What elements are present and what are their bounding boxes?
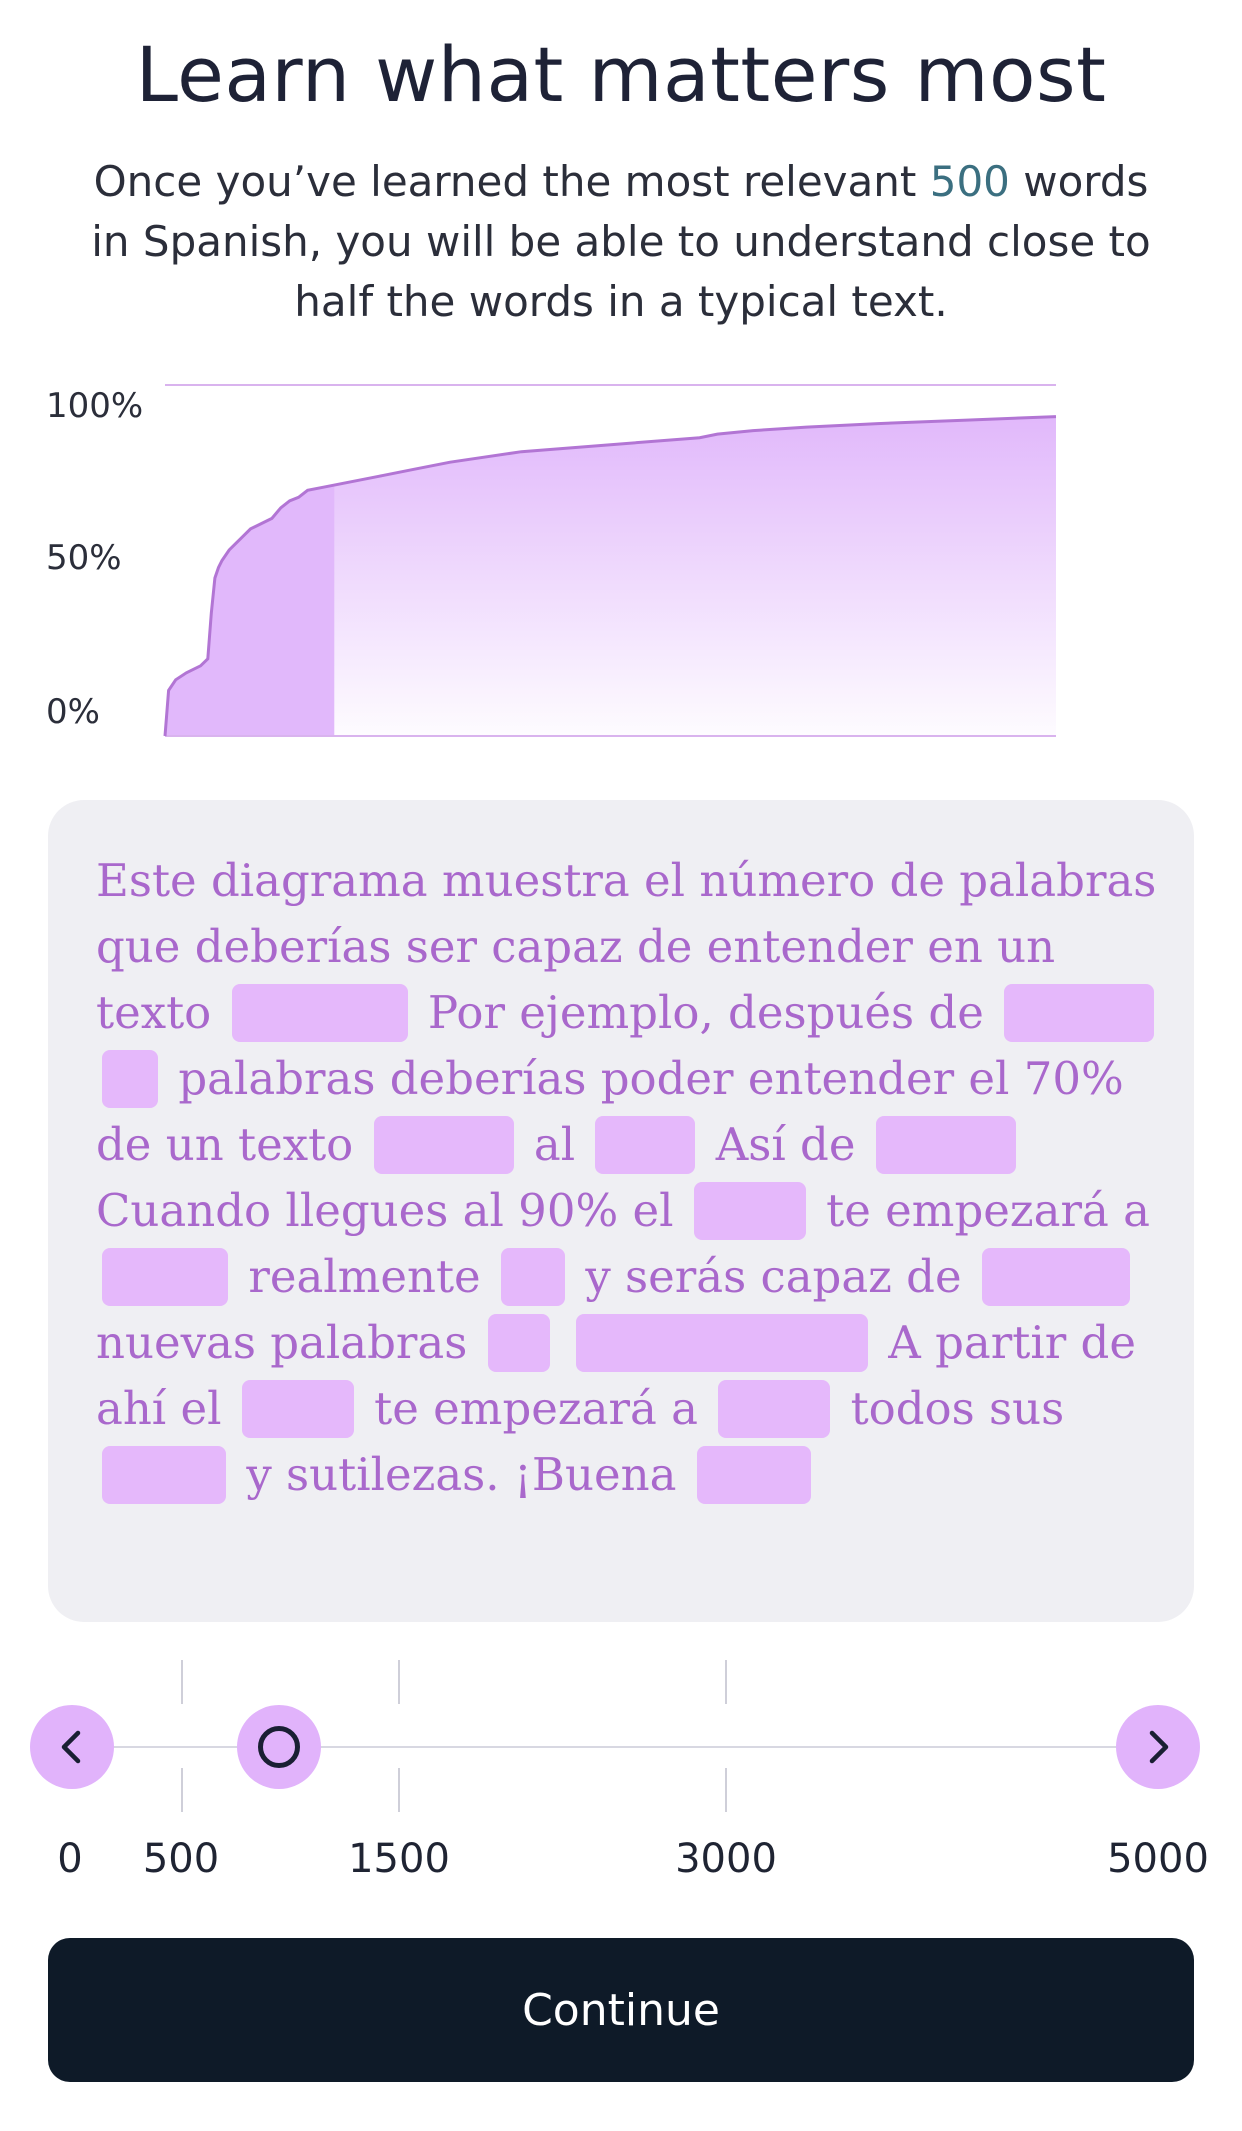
card-text-segment: nuevas palabras: [96, 1316, 468, 1369]
card-text-segment: y serás capaz de: [585, 1250, 962, 1303]
card-text-segment: Este diagrama muestra el número de palab…: [96, 854, 1157, 1039]
card-text-segment: te empezará a: [826, 1184, 1150, 1237]
slider-label-5000: 5000: [1107, 1836, 1209, 1882]
card-text-segment: A partir de ahí el: [96, 1316, 1136, 1435]
coverage-area: [165, 416, 1056, 736]
slider-prev-button[interactable]: [30, 1705, 114, 1789]
hidden-word-blank: [875, 1116, 1016, 1174]
coverage-chart-svg: [163, 384, 1057, 737]
subtitle-text-before: Once you’ve learned the most relevant: [93, 157, 930, 206]
coverage-line: [163, 415, 1057, 737]
hidden-word-blank: [1004, 984, 1155, 1042]
y-tick-label-0: 0%: [46, 692, 100, 732]
slider-label-0: 0: [57, 1836, 83, 1882]
chevron-left-icon: [61, 1730, 81, 1764]
continue-button[interactable]: Continue: [48, 1938, 1194, 2082]
hidden-word-blank: [501, 1248, 565, 1306]
card-text-segment: Cuando llegues al 90% el: [96, 1184, 674, 1237]
slider-track[interactable]: [112, 1746, 1142, 1748]
hidden-word-blank: [693, 1182, 806, 1240]
slider-tick: [725, 1768, 727, 1812]
hidden-word-blank: [696, 1446, 811, 1504]
slider-tick: [181, 1768, 183, 1812]
slider-tick: [725, 1660, 727, 1704]
hidden-word-blank: [241, 1380, 354, 1438]
slider-thumb[interactable]: [236, 1705, 321, 1789]
hidden-word-blank: [718, 1380, 831, 1438]
card-text-segment: todos sus: [850, 1382, 1065, 1435]
chevron-right-icon: [1149, 1730, 1169, 1764]
hidden-word-blank: [102, 1248, 228, 1306]
page-title: Learn what matters most: [135, 30, 1107, 119]
slider-label-500: 500: [142, 1836, 220, 1882]
y-tick-label-50: 50%: [46, 538, 122, 578]
hidden-word-blank: [981, 1248, 1130, 1306]
continue-button-label: Continue: [522, 1984, 720, 2036]
y-tick-label-100: 100%: [46, 386, 144, 426]
card-text-segment: Por ejemplo, después de: [427, 986, 984, 1039]
hidden-word-blank: [373, 1116, 514, 1174]
coverage-area-highlighted: [165, 485, 335, 736]
coverage-chart: 100% 50% 0%: [0, 370, 1242, 760]
card-text-segment: y sutilezas. ¡Buena: [246, 1448, 677, 1501]
subtitle-text-after: words in Spanish, you will be able to un…: [91, 157, 1151, 326]
slider-tick: [181, 1660, 183, 1704]
card-text-segment: te empezará a: [374, 1382, 698, 1435]
subtitle-highlight: 500: [929, 157, 1010, 206]
slider-next-button[interactable]: [1116, 1705, 1200, 1789]
hidden-word-blank: [231, 984, 408, 1042]
explanation-text: Este diagrama muestra el número de palab…: [96, 848, 1166, 1508]
slider-tick: [398, 1768, 400, 1812]
card-text-segment: Así de: [715, 1118, 856, 1171]
word-count-slider[interactable]: 0 500 1500 3000 5000: [0, 1660, 1242, 1900]
hidden-word-blank: [487, 1314, 550, 1372]
explanation-card: Este diagrama muestra el número de palab…: [48, 800, 1194, 1622]
slider-label-3000: 3000: [675, 1836, 777, 1882]
hidden-word-blank: [595, 1116, 696, 1174]
slider-tick: [398, 1660, 400, 1704]
card-text-segment: al: [533, 1118, 576, 1171]
slider-label-1500: 1500: [348, 1836, 450, 1882]
card-text-segment: palabras deberías poder entender el 70% …: [96, 1052, 1124, 1171]
hidden-word-blank: [575, 1314, 868, 1372]
card-text-segment: realmente: [248, 1250, 481, 1303]
page-subtitle: Once you’ve learned the most relevant 50…: [70, 152, 1172, 332]
hidden-word-blank: [102, 1446, 226, 1504]
hidden-word-blank: [102, 1050, 158, 1108]
slider-thumb-ring: [257, 1726, 300, 1768]
